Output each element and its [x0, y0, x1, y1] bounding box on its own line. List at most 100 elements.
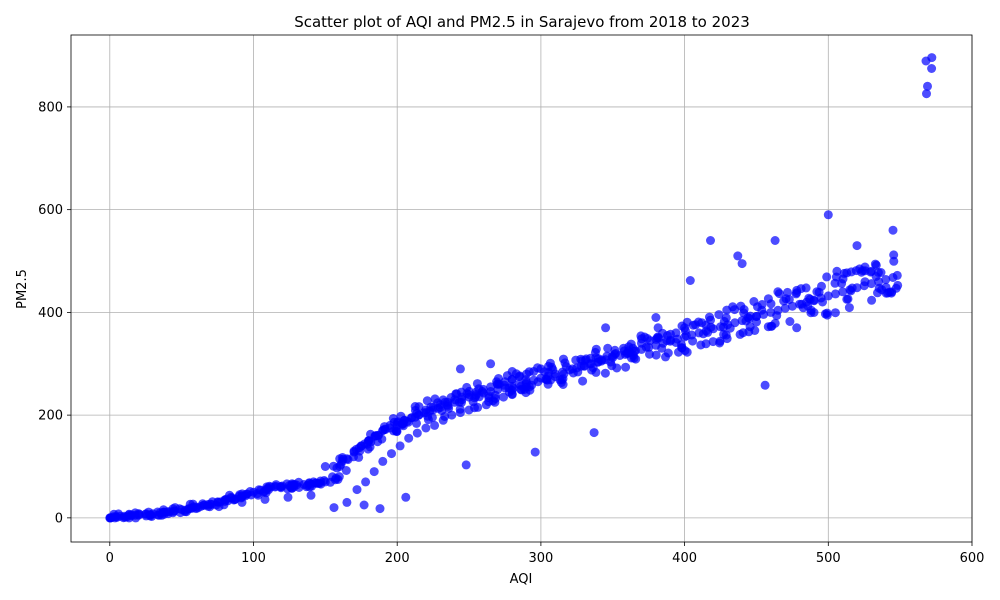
- scatter-point: [486, 359, 496, 369]
- scatter-point: [294, 477, 304, 487]
- scatter-point: [375, 504, 385, 514]
- scatter-point: [725, 323, 735, 333]
- scatter-point: [809, 308, 819, 317]
- scatter-point: [478, 384, 488, 394]
- scatter-point: [757, 300, 767, 309]
- y-axis-label: PM2.5: [15, 269, 30, 309]
- scatter-point: [611, 349, 621, 358]
- scatter-point: [866, 279, 876, 289]
- scatter-point: [464, 405, 474, 415]
- scatter-point: [264, 485, 274, 495]
- scatter-point: [685, 276, 695, 285]
- scatter-point: [593, 354, 603, 364]
- scatter-point: [818, 297, 827, 307]
- scatter-point: [688, 320, 698, 330]
- scatter-point: [543, 379, 553, 389]
- scatter-point: [830, 278, 840, 288]
- scatter-point: [796, 284, 806, 294]
- scatter-point: [447, 410, 457, 420]
- scatter-point: [473, 402, 483, 412]
- scatter-point: [524, 382, 534, 392]
- scatter-point: [921, 56, 931, 66]
- scatter-point: [356, 441, 366, 451]
- scatter-point: [481, 400, 491, 410]
- scatter-point: [619, 346, 629, 356]
- scatter-point: [412, 428, 422, 438]
- grid: [71, 35, 973, 542]
- scatter-point: [601, 323, 611, 333]
- scatter-point: [585, 359, 595, 369]
- scatter-point: [392, 420, 402, 430]
- scatter-point: [831, 289, 840, 299]
- scatter-point: [832, 266, 842, 276]
- scatter-point: [680, 323, 690, 333]
- scatter-point: [457, 392, 467, 402]
- x-tick-label: 600: [960, 551, 985, 566]
- scatter-point: [870, 259, 880, 269]
- scatter-point: [785, 317, 795, 326]
- scatter-point: [663, 348, 673, 358]
- scatter-point: [450, 395, 460, 405]
- scatter-point: [760, 380, 770, 390]
- scatter-point: [435, 400, 445, 410]
- scatter-point: [767, 321, 777, 331]
- y-tick-label: 400: [38, 306, 63, 321]
- points-layer: [105, 53, 937, 523]
- scatter-point: [237, 497, 247, 507]
- scatter-point: [867, 295, 877, 305]
- scatter-point: [395, 441, 405, 451]
- scatter-point: [385, 423, 395, 433]
- scatter-point: [706, 322, 716, 332]
- scatter-point: [772, 311, 782, 321]
- scatter-point: [545, 358, 555, 368]
- scatter-point: [455, 364, 465, 374]
- scatter-point: [688, 336, 698, 346]
- scatter-point: [715, 338, 725, 348]
- scatter-point: [421, 405, 431, 415]
- scatter-point: [589, 428, 599, 438]
- scatter-point: [421, 423, 431, 433]
- scatter-point: [822, 272, 832, 282]
- scatter-point: [507, 390, 517, 400]
- scatter-point: [645, 336, 655, 346]
- scatter-point: [559, 369, 569, 379]
- scatter-point: [401, 492, 411, 502]
- scatter-point: [529, 367, 539, 376]
- scatter-point: [892, 270, 902, 280]
- scatter-point: [455, 408, 465, 418]
- scatter-point: [681, 331, 691, 341]
- scatter-point: [621, 362, 631, 372]
- scatter-point: [602, 351, 612, 361]
- scatter-point: [559, 354, 568, 364]
- y-tick-label: 600: [38, 203, 63, 218]
- scatter-point: [214, 502, 224, 512]
- scatter-point: [576, 361, 586, 371]
- scatter-point: [843, 294, 853, 304]
- scatter-point: [719, 316, 729, 326]
- scatter-point: [286, 482, 295, 492]
- scatter-point: [371, 431, 381, 441]
- scatter-point: [770, 236, 780, 245]
- scatter-point: [881, 275, 891, 284]
- scatter-point: [490, 397, 500, 407]
- scatter-point: [254, 485, 264, 495]
- scatter-point: [923, 81, 932, 91]
- scatter-point: [260, 494, 270, 504]
- scatter-point: [866, 266, 876, 276]
- scatter-point: [331, 473, 341, 483]
- scatter-point: [430, 394, 440, 404]
- scatter-point: [332, 463, 342, 473]
- scatter-point: [306, 490, 316, 500]
- scatter-point: [443, 397, 452, 407]
- scatter-point: [341, 466, 351, 475]
- scatter-point: [507, 367, 517, 376]
- scatter-point: [781, 294, 791, 304]
- scatter-point: [414, 410, 424, 420]
- scatter-point: [749, 297, 759, 306]
- scatter-point: [464, 390, 474, 400]
- scatter-point: [414, 402, 424, 412]
- scatter-point: [721, 330, 731, 340]
- scatter-point: [787, 301, 797, 311]
- scatter-point: [461, 460, 471, 470]
- scatter-point: [733, 251, 743, 261]
